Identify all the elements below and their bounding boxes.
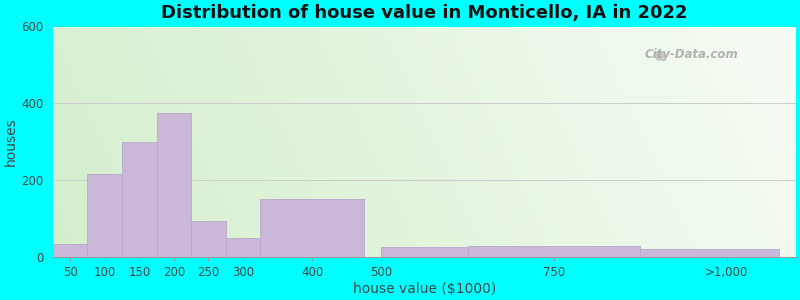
Bar: [467, 245, 640, 257]
Bar: [640, 249, 778, 257]
Bar: [53, 244, 87, 257]
Bar: [157, 113, 191, 257]
Title: Distribution of house value in Monticello, IA in 2022: Distribution of house value in Monticell…: [161, 4, 688, 22]
X-axis label: house value ($1000): house value ($1000): [353, 282, 496, 296]
Y-axis label: houses: houses: [4, 117, 18, 166]
Bar: [191, 220, 226, 257]
Text: City-Data.com: City-Data.com: [645, 48, 738, 61]
Text: ●: ●: [653, 48, 664, 61]
Bar: [226, 238, 260, 257]
Bar: [381, 248, 467, 257]
Bar: [260, 200, 364, 257]
Bar: [87, 174, 122, 257]
Bar: [122, 142, 157, 257]
